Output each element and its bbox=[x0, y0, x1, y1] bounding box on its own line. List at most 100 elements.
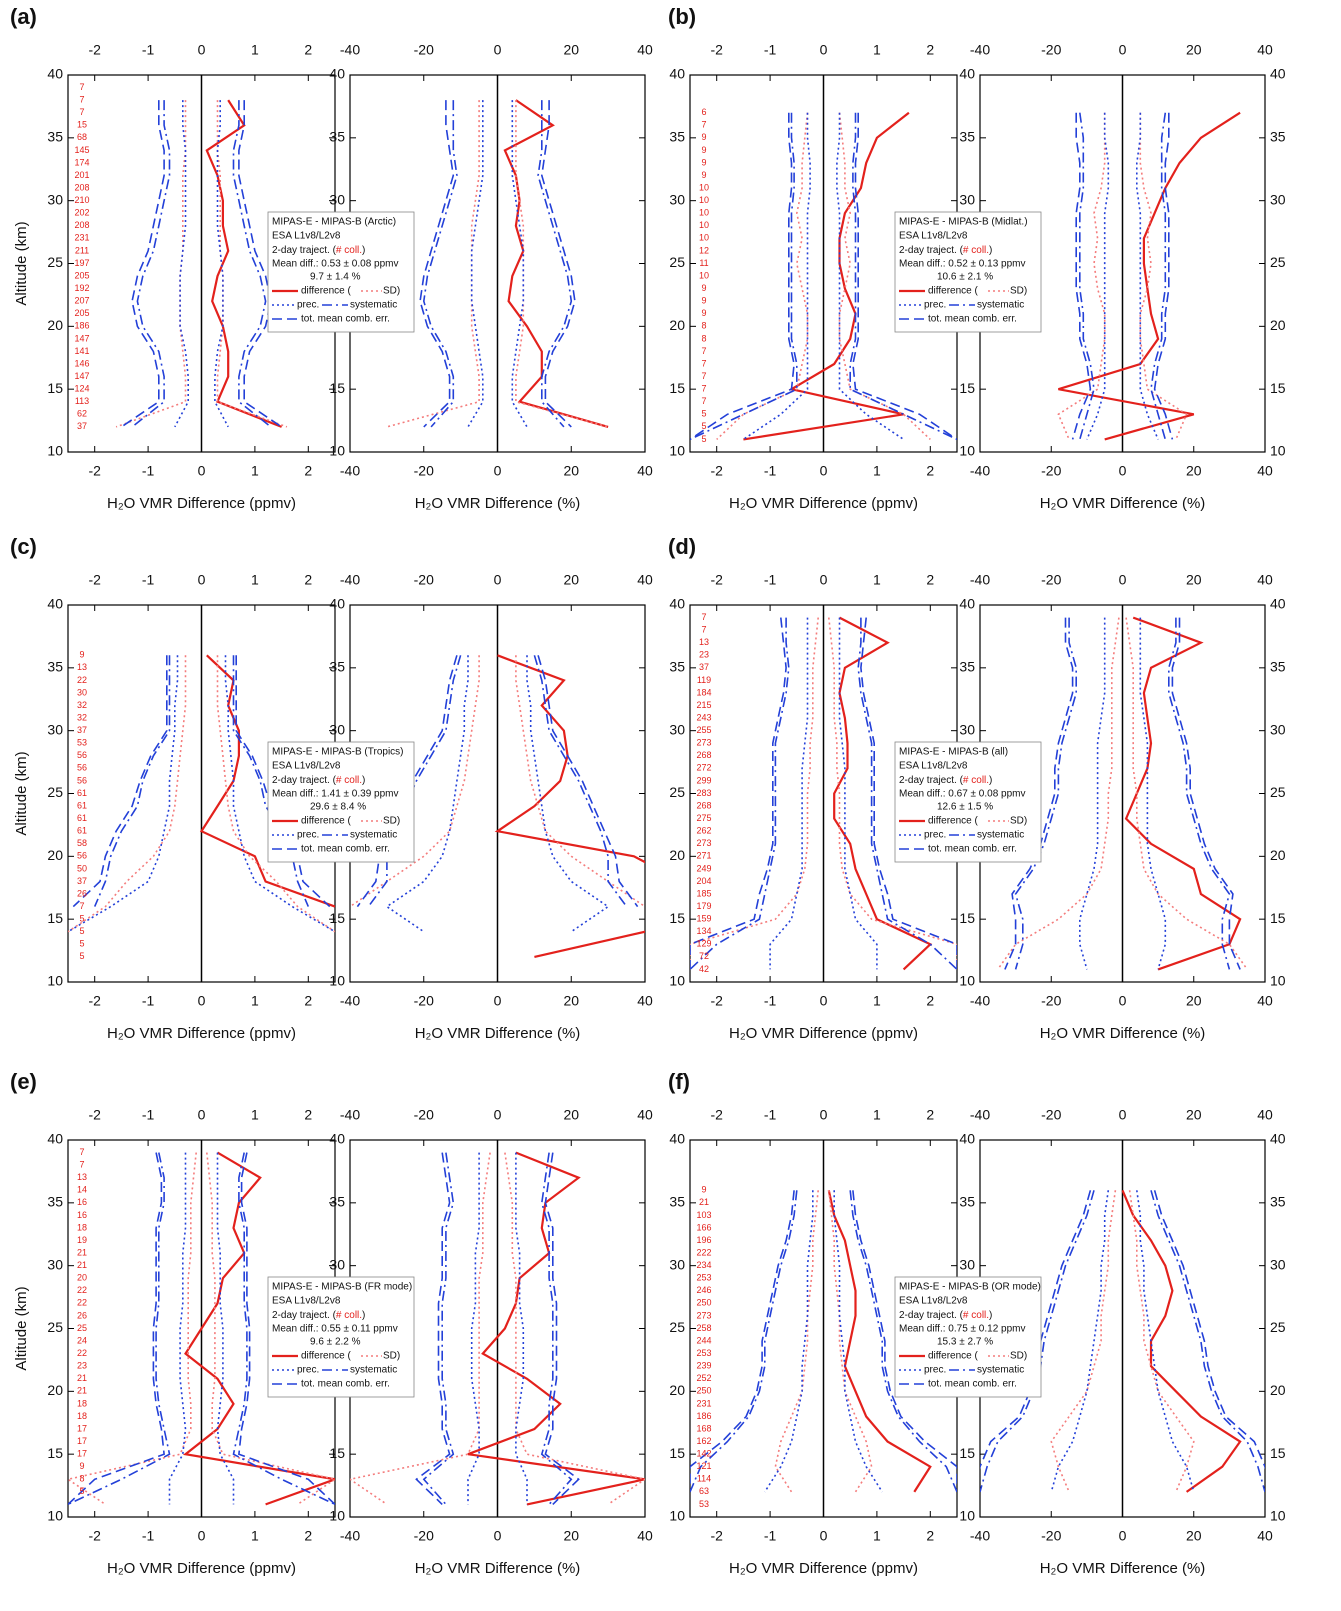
x-tick-label: -2 bbox=[710, 1528, 723, 1544]
legend-entry: SD) bbox=[383, 1351, 400, 1362]
profile-line bbox=[533, 655, 628, 908]
legend-text: 2-day traject. ( bbox=[272, 1310, 337, 1321]
profile-line bbox=[1171, 617, 1241, 970]
x-tick-label: 40 bbox=[1257, 42, 1273, 58]
profile-line bbox=[540, 100, 576, 428]
collocation-count: 23 bbox=[699, 650, 709, 660]
collocation-count: 252 bbox=[696, 1373, 711, 1383]
collocation-count: 6 bbox=[701, 107, 706, 117]
x-tick-label: 20 bbox=[1186, 993, 1202, 1009]
legend-entry: difference ( bbox=[301, 1351, 352, 1362]
legend-entry: tot. mean comb. err. bbox=[928, 314, 1017, 325]
collocation-count: 204 bbox=[696, 876, 711, 886]
y-tick-label: 40 bbox=[47, 596, 63, 612]
collocation-count: 5 bbox=[701, 434, 706, 444]
x-tick-label: -20 bbox=[414, 1107, 434, 1123]
collocation-count: 22 bbox=[77, 1348, 87, 1358]
legend-highlight: # coll. bbox=[336, 775, 362, 786]
y-tick-label: 10 bbox=[959, 1508, 975, 1524]
y-tick-label: 15 bbox=[329, 380, 345, 396]
collocation-count: 21 bbox=[77, 1386, 87, 1396]
collocation-count: 20 bbox=[77, 1273, 87, 1283]
x-tick-label: -40 bbox=[340, 1107, 360, 1123]
y-tick-label: 20 bbox=[47, 1382, 63, 1398]
collocation-count: 7 bbox=[79, 901, 84, 911]
legend-entry: SD) bbox=[1010, 286, 1027, 297]
y-tick-label: 40 bbox=[669, 66, 685, 82]
legend-text: 2-day traject. (# coll.) bbox=[272, 1310, 365, 1321]
x-tick-label: 0 bbox=[820, 42, 828, 58]
y-tick-label: 30 bbox=[959, 191, 975, 207]
collocation-count: 243 bbox=[696, 712, 711, 722]
y-tick-label: 25 bbox=[669, 784, 685, 800]
profile-line bbox=[1153, 1190, 1265, 1470]
y-tick-label: 25 bbox=[669, 1319, 685, 1335]
collocation-count: 68 bbox=[77, 132, 87, 142]
profile-line bbox=[232, 1152, 335, 1506]
y-tick-label: 20 bbox=[1270, 317, 1286, 333]
profile-line bbox=[120, 100, 165, 428]
x-tick-label: -20 bbox=[414, 1528, 434, 1544]
y-tick-label: 35 bbox=[1270, 129, 1286, 145]
x-tick-label: 40 bbox=[637, 572, 653, 588]
collocation-count: 246 bbox=[696, 1285, 711, 1295]
profile-line bbox=[1139, 112, 1188, 440]
profile-line bbox=[422, 100, 458, 428]
x-tick-label: -2 bbox=[88, 463, 101, 479]
legend-text: 9.7 ± 1.4 % bbox=[310, 272, 361, 283]
legend-entry: difference ( bbox=[301, 816, 352, 827]
profile-line bbox=[214, 100, 229, 428]
y-tick-label: 40 bbox=[669, 1131, 685, 1147]
legend-text: Mean diff.: 1.41 ± 0.39 ppmv bbox=[272, 789, 399, 800]
profile-line bbox=[68, 655, 179, 933]
profile-line bbox=[849, 1190, 957, 1493]
x-tick-label: -2 bbox=[710, 463, 723, 479]
x-axis-label: H₂O VMR Difference (%) bbox=[1040, 1025, 1206, 1042]
x-tick-label: 0 bbox=[820, 572, 828, 588]
profile-line bbox=[350, 1152, 491, 1506]
profile-line bbox=[206, 1152, 335, 1506]
collocation-count: 10 bbox=[699, 233, 709, 243]
collocation-count: 5 bbox=[701, 409, 706, 419]
collocation-count: 202 bbox=[74, 208, 89, 218]
collocation-count: 7 bbox=[701, 120, 706, 130]
x-tick-label: 40 bbox=[1257, 1107, 1273, 1123]
collocation-count: 5 bbox=[79, 914, 84, 924]
profile-line bbox=[467, 100, 484, 428]
y-tick-label: 15 bbox=[669, 380, 685, 396]
profile-line bbox=[537, 100, 573, 428]
profile-line bbox=[828, 1190, 873, 1493]
y-tick-label: 10 bbox=[1270, 1508, 1286, 1524]
y-tick-label: 35 bbox=[959, 129, 975, 145]
profile-line bbox=[1125, 617, 1248, 970]
collocation-count: 162 bbox=[696, 1436, 711, 1446]
collocation-count: 121 bbox=[696, 1461, 711, 1471]
x-tick-label: 1 bbox=[873, 572, 881, 588]
y-tick-label: 10 bbox=[1270, 443, 1286, 459]
y-tick-label: 35 bbox=[47, 129, 63, 145]
legend-text: ) bbox=[362, 775, 365, 786]
y-tick-label: 10 bbox=[329, 1508, 345, 1524]
collocation-count: 113 bbox=[75, 396, 89, 406]
profile-line bbox=[174, 100, 189, 428]
x-tick-label: -1 bbox=[764, 463, 777, 479]
legend-text: 2-day traject. ( bbox=[272, 245, 337, 256]
x-tick-label: 0 bbox=[820, 463, 828, 479]
collocation-count: 26 bbox=[77, 888, 87, 898]
collocation-count: 147 bbox=[74, 333, 89, 343]
collocation-count: 22 bbox=[77, 1298, 87, 1308]
x-axis-label: H₂O VMR Difference (ppmv) bbox=[107, 1560, 296, 1577]
y-tick-label: 35 bbox=[329, 659, 345, 675]
y-tick-label: 20 bbox=[1270, 1382, 1286, 1398]
x-axis-label: H₂O VMR Difference (ppmv) bbox=[729, 1560, 918, 1577]
x-tick-label: 0 bbox=[198, 42, 206, 58]
collocation-count: 30 bbox=[77, 687, 87, 697]
y-tick-label: 10 bbox=[959, 443, 975, 459]
profile-line bbox=[690, 112, 798, 441]
x-tick-label: -1 bbox=[142, 1107, 155, 1123]
x-tick-label: 20 bbox=[1186, 463, 1202, 479]
x-tick-label: 40 bbox=[637, 463, 653, 479]
collocation-count: 10 bbox=[699, 270, 709, 280]
profile-line bbox=[131, 100, 171, 428]
